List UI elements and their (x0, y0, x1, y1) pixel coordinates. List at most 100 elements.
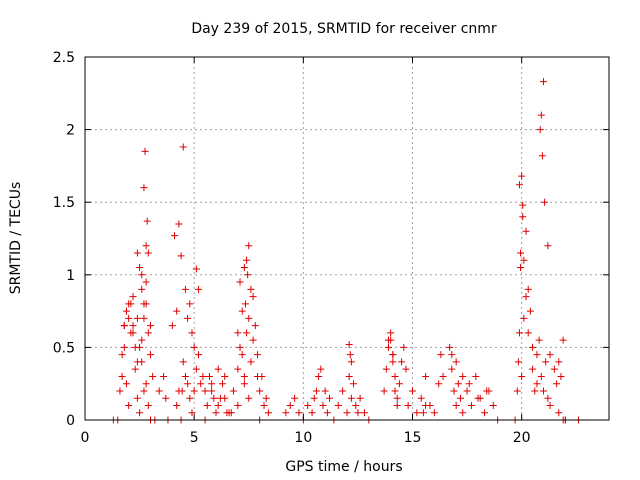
data-point (243, 329, 251, 337)
data-point (518, 372, 526, 380)
data-point (346, 351, 354, 359)
data-point (518, 172, 526, 180)
data-point (334, 401, 342, 409)
x-tick-label: 20 (513, 430, 531, 446)
data-point (138, 285, 146, 293)
data-point (122, 307, 130, 315)
data-point (245, 314, 253, 322)
data-point (550, 365, 558, 373)
data-point (155, 387, 163, 395)
data-point (138, 271, 146, 279)
data-point (517, 264, 525, 272)
data-point (395, 380, 403, 388)
data-point (515, 329, 523, 337)
data-point (323, 409, 331, 417)
data-point (140, 314, 148, 322)
data-point (236, 278, 244, 286)
data-point (519, 201, 527, 209)
data-point (398, 358, 406, 366)
data-point (404, 401, 412, 409)
data-point (243, 256, 251, 264)
data-point (382, 365, 390, 373)
data-point (514, 358, 522, 366)
data-point (190, 343, 198, 351)
data-point (197, 380, 205, 388)
data-point (160, 372, 168, 380)
data-point (519, 213, 527, 221)
data-point (240, 264, 248, 272)
data-point (347, 394, 355, 402)
y-tick-label: 2.5 (53, 50, 75, 66)
data-point (393, 401, 401, 409)
data-point (531, 387, 539, 395)
data-point (188, 329, 196, 337)
data-point (537, 372, 545, 380)
data-point (144, 249, 152, 257)
data-point (136, 409, 144, 417)
data-point (448, 365, 456, 373)
data-point (535, 336, 543, 344)
data-point (437, 351, 445, 359)
y-tick-label: 0 (66, 413, 75, 429)
data-point (413, 409, 421, 417)
data-point (343, 409, 351, 417)
data-point (524, 285, 532, 293)
y-tick-label: 0.5 (53, 340, 75, 356)
data-point (463, 387, 471, 395)
x-tick-labels: 0 5 10 15 20 (81, 430, 531, 446)
data-point (430, 409, 438, 417)
data-point (389, 358, 397, 366)
data-point (541, 198, 549, 206)
data-point (282, 409, 290, 417)
data-point (138, 336, 146, 344)
data-point (533, 351, 541, 359)
data-point (249, 336, 257, 344)
data-point (122, 380, 130, 388)
data-point (116, 387, 124, 395)
data-point (251, 322, 259, 330)
data-point (171, 232, 179, 240)
data-point (147, 322, 154, 330)
data-point (454, 380, 462, 388)
data-point (446, 343, 454, 351)
data-point (409, 387, 416, 395)
data-point (345, 340, 353, 348)
data-point (310, 394, 318, 402)
data-point (544, 242, 552, 250)
data-point (205, 372, 213, 380)
data-point (238, 307, 246, 315)
data-point (129, 293, 137, 301)
data-point (557, 372, 565, 380)
data-point (240, 372, 248, 380)
data-point (203, 401, 211, 409)
data-point (141, 147, 149, 155)
data-point (178, 387, 186, 395)
data-point (483, 387, 491, 395)
x-tick-label: 10 (294, 430, 312, 446)
data-point (236, 343, 244, 351)
data-point (234, 365, 242, 373)
data-point (247, 358, 255, 366)
data-point (195, 351, 203, 359)
data-point (481, 409, 489, 417)
data-point (125, 314, 133, 322)
data-point (513, 387, 521, 395)
grid-lines (85, 57, 609, 420)
data-point (133, 249, 141, 257)
data-point (538, 152, 546, 160)
data-point (448, 351, 456, 359)
data-point (162, 394, 170, 402)
data-point (179, 143, 187, 151)
data-point (360, 409, 368, 417)
data-point (517, 249, 525, 257)
data-point (136, 343, 144, 351)
data-point (489, 401, 497, 409)
data-point (227, 409, 235, 417)
data-point (184, 314, 192, 322)
data-point (515, 181, 523, 189)
data-point (553, 380, 561, 388)
y-tick-label: 1 (66, 268, 75, 284)
data-point (221, 394, 229, 402)
data-point (149, 372, 157, 380)
